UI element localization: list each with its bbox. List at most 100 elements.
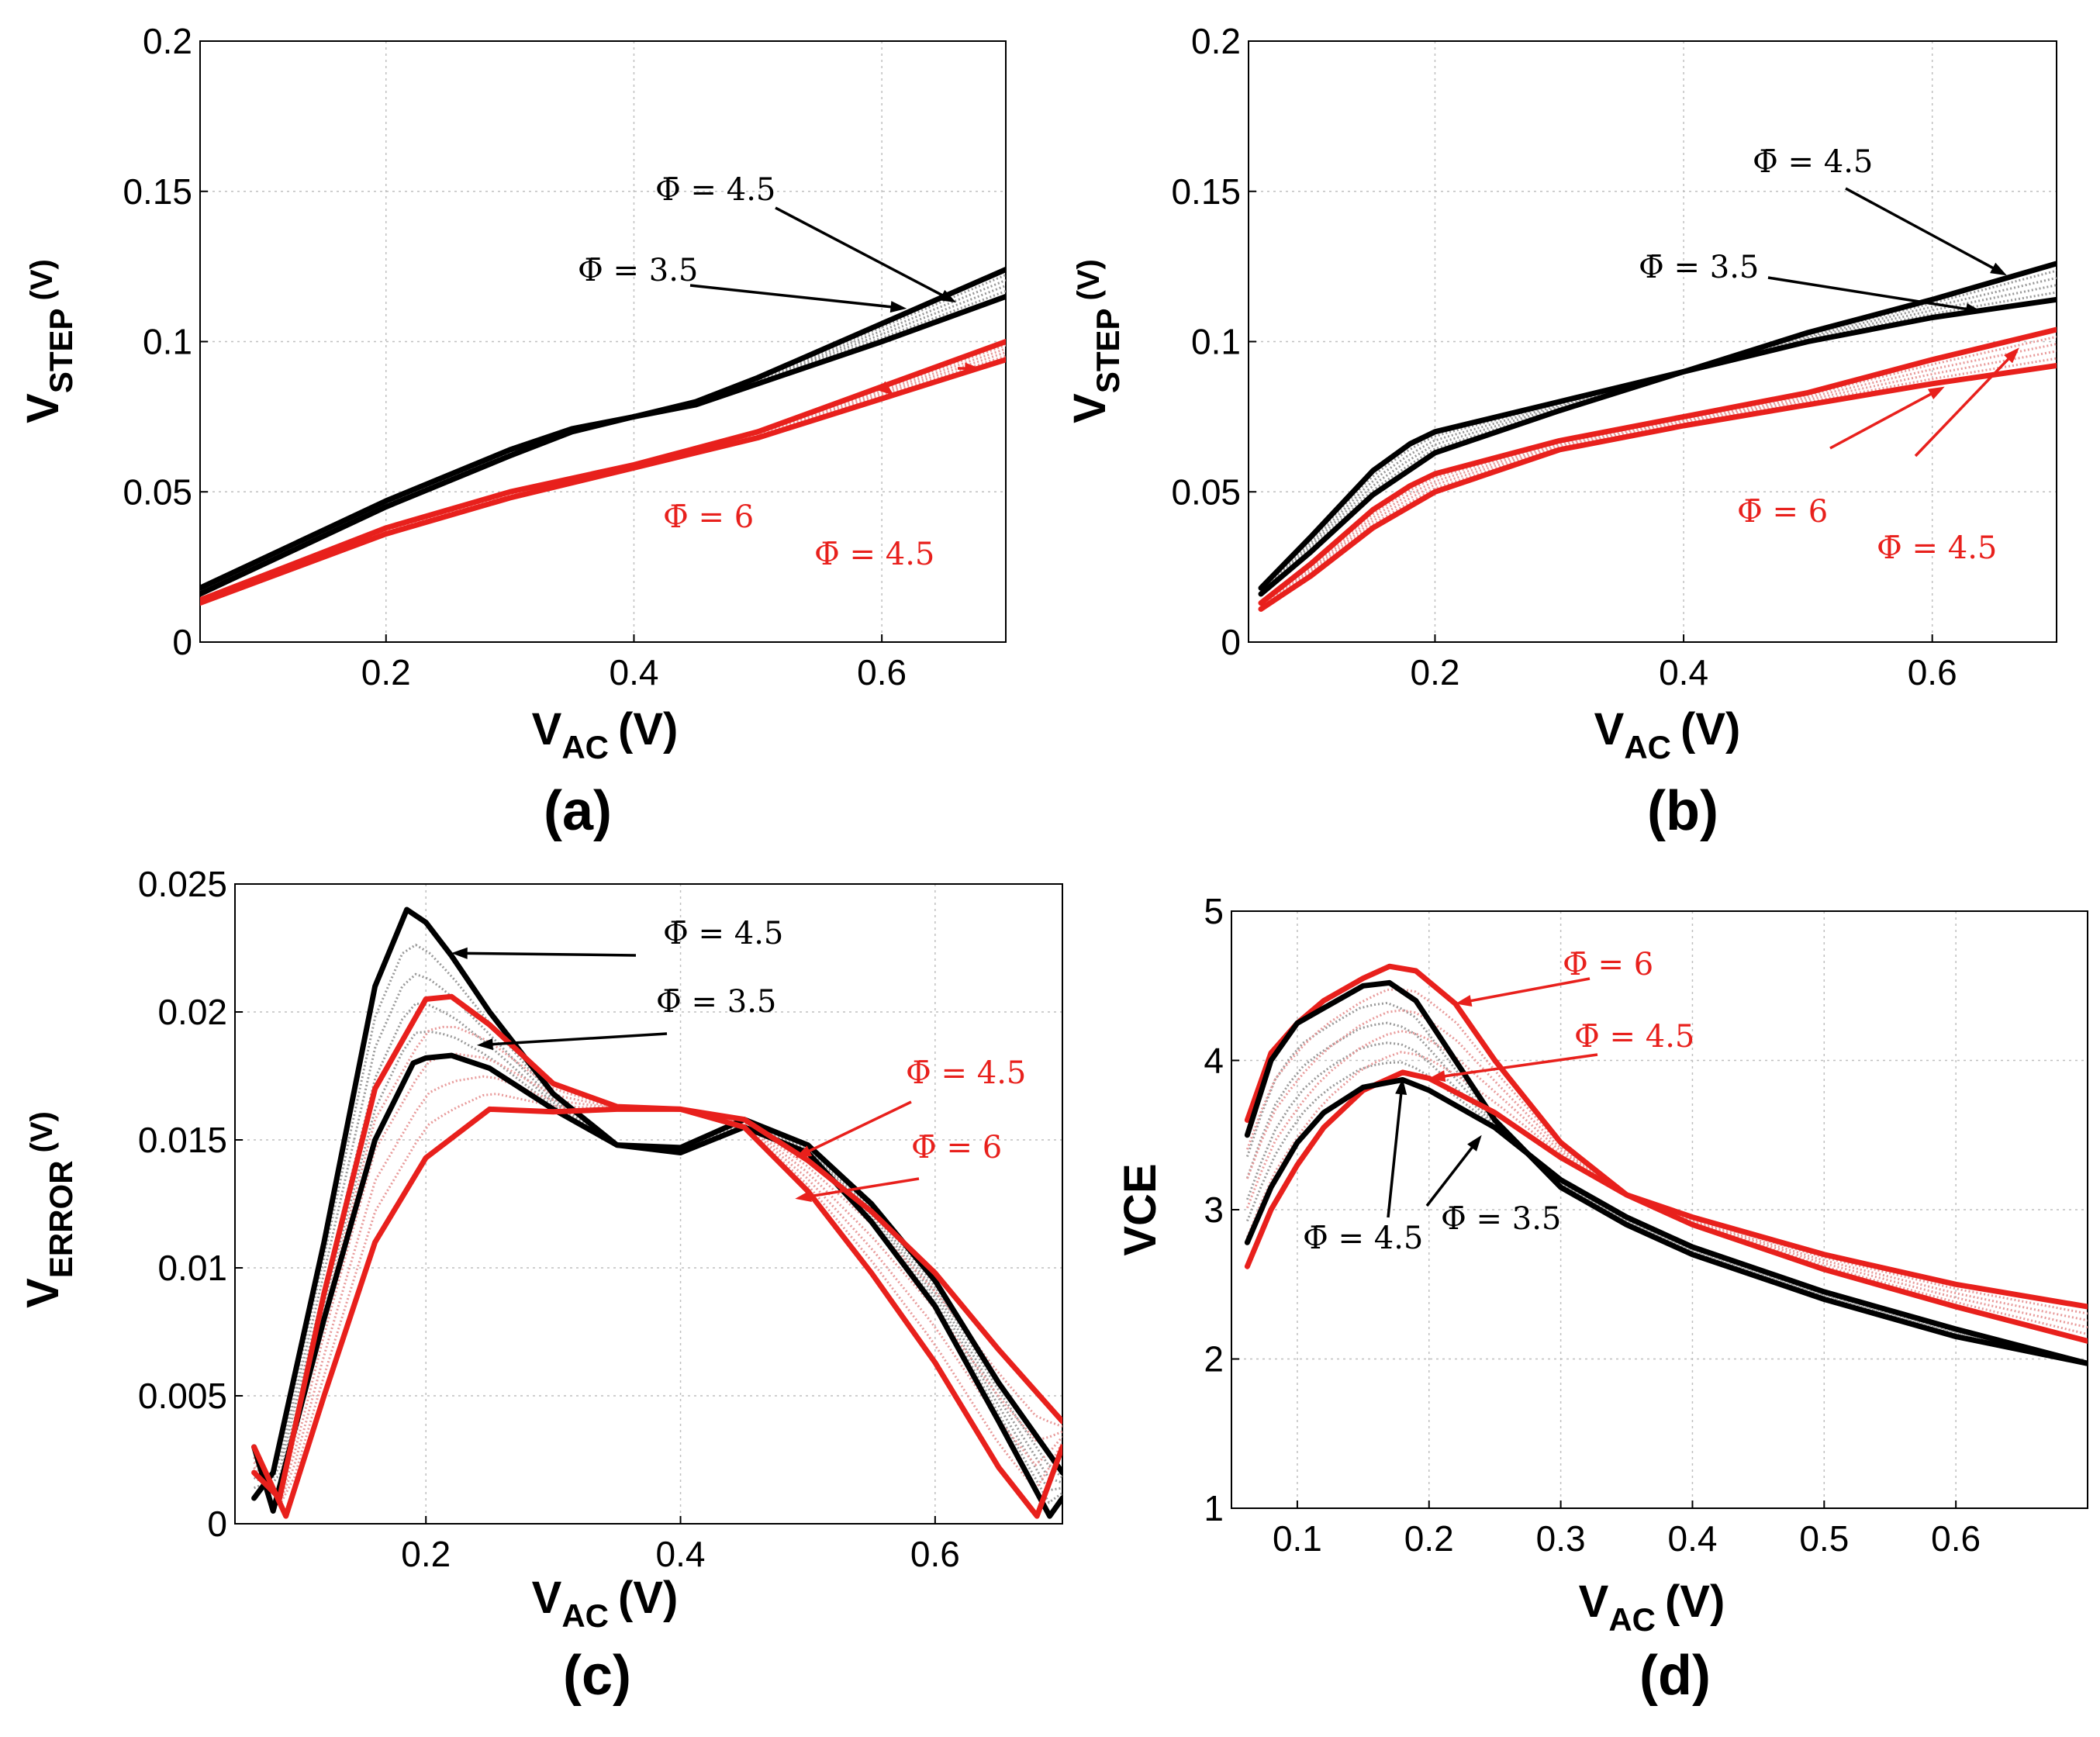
x-tick-label: 0.6	[857, 652, 907, 692]
y-axis-label-sub: STEP	[43, 308, 79, 393]
y-tick-label: 5	[1204, 891, 1224, 931]
annotation-arrow	[775, 206, 952, 301]
x-axis-label-main: V	[532, 704, 562, 755]
y-axis-label: VSTEP (V)	[1065, 259, 1126, 423]
y-axis-label: VCE	[1115, 1163, 1166, 1255]
x-axis-label-main: V	[1579, 1576, 1609, 1627]
y-tick-label: 0.005	[138, 1376, 227, 1416]
annotation-arrowhead	[965, 362, 982, 375]
annotation-arrowhead	[451, 947, 468, 959]
annotation-arrowhead	[1990, 262, 2007, 276]
y-tick-label: 0.15	[1171, 171, 1241, 212]
series-1-line	[1258, 296, 2057, 597]
annotation-arrowhead	[1428, 1070, 1446, 1083]
annotation-arrowhead	[1455, 995, 1473, 1007]
family-line	[1260, 343, 2057, 606]
panel-label: (b)	[1647, 780, 1718, 842]
y-tick-label: 0.15	[123, 171, 192, 212]
x-axis-label-sub: AC	[561, 729, 609, 765]
series-3-line	[1258, 363, 2057, 612]
annotation-arrow	[800, 1177, 920, 1200]
y-axis-label-main: V	[18, 1278, 68, 1308]
x-tick-label: 0.2	[1410, 652, 1459, 692]
curves	[1258, 261, 2057, 612]
x-axis-label-main: V	[1594, 704, 1625, 755]
series-1-line	[1244, 979, 2088, 1366]
series-1-line	[251, 1052, 1062, 1519]
panel-a: 0.2 0.4 0.6 0 0.05 0.1 0.15 0.2 Φ̄ = 4.5 Φ̄ = 3.5…	[18, 21, 1007, 842]
y-tick-label: 0	[1221, 622, 1241, 662]
series-2-line	[251, 993, 1062, 1501]
annotation-label: Φ̄ = 4.5	[814, 537, 934, 572]
curves	[1244, 963, 2088, 1366]
annotation-label: Φ̄ = 4.5	[655, 172, 775, 208]
plot-frame	[234, 883, 1063, 1525]
annotation-label: Φ̄ = 3.5	[578, 253, 698, 288]
annotation-label: Φ̄ = 4.5	[1877, 530, 1997, 566]
x-tick-label: 0.4	[656, 1534, 706, 1574]
y-tick-label: 0.02	[157, 992, 227, 1032]
y-tick-label: 0.025	[138, 864, 227, 904]
family-line	[254, 943, 1062, 1490]
y-tick-label: 0	[172, 622, 192, 662]
annotation-arrow	[1461, 977, 1591, 1004]
annotation-label: Φ̄ = 3.5	[1639, 250, 1759, 285]
annotation-arrow	[1829, 388, 1940, 450]
x-axis-label-unit: (V)	[1665, 1576, 1725, 1627]
annotation-arrowhead	[476, 1038, 493, 1051]
family-line	[253, 1030, 1062, 1504]
family-line	[1260, 350, 2057, 608]
y-axis-label-main: V	[1065, 393, 1115, 423]
x-axis-label: VAC (V)	[532, 704, 679, 765]
x-axis-label: VAC (V)	[532, 1573, 679, 1634]
family-line	[1260, 357, 2057, 610]
annotation-arrowhead	[889, 301, 907, 313]
series-3-line	[251, 1106, 1062, 1519]
y-tick-label: 0.05	[1171, 471, 1241, 512]
x-tick-label: 0.6	[1908, 652, 1957, 692]
series-3-line	[200, 357, 1006, 606]
x-tick-label: 0.2	[361, 652, 411, 692]
x-axis-label: VAC (V)	[1579, 1576, 1725, 1638]
panel-c: 0.2 0.4 0.6 0 0.005 0.01 0.015 0.02 0.025 Φ̄ = 4.…	[18, 864, 1063, 1707]
family-line	[1246, 1030, 2088, 1329]
y-tick-label: 1	[1204, 1488, 1224, 1528]
annotation-arrowhead	[939, 289, 957, 303]
annotation-arrow	[1914, 351, 2016, 458]
annotation-arrow	[1767, 276, 1977, 313]
y-axis-label: VERROR (V)	[18, 1111, 79, 1308]
y-tick-label: 0.2	[143, 21, 192, 61]
x-axis-label-unit: (V)	[618, 704, 678, 755]
x-axis-label: VAC (V)	[1594, 704, 1741, 765]
y-tick-label: 0.05	[123, 471, 192, 512]
y-tick-label: 4	[1204, 1041, 1224, 1081]
annotation-label: Φ̄ = 6	[911, 1130, 1002, 1165]
annotation-arrow	[1845, 187, 2002, 274]
annotation-arrow	[800, 1100, 912, 1157]
y-tick-label: 0.015	[138, 1120, 227, 1160]
annotation-label: Φ̄ = 4.5	[906, 1055, 1026, 1091]
panel-label: (a)	[544, 780, 612, 842]
annotation-label: Φ̄ = 6	[1737, 494, 1828, 530]
y-tick-label: 0.1	[1191, 322, 1241, 362]
annotation-arrow	[482, 1032, 668, 1047]
x-tick-label: 0.1	[1273, 1518, 1322, 1559]
panel-b: 0.2 0.4 0.6 0 0.05 0.1 0.15 0.2 Φ̄ = 4.5 Φ̄ = 3.5…	[1065, 21, 2057, 842]
y-axis-label-main: V	[18, 393, 68, 423]
family-line	[253, 1093, 1062, 1505]
x-tick-label: 0.4	[609, 652, 658, 692]
curves	[200, 267, 1006, 606]
annotation-arrow	[1435, 1053, 1598, 1079]
family-line	[1245, 1041, 2088, 1365]
x-axis-label-sub: AC	[1608, 1601, 1656, 1638]
y-axis-label-unit: (V)	[25, 1111, 59, 1152]
y-tick-label: 2	[1204, 1339, 1224, 1380]
annotation-label: Φ̄ = 4.5	[1574, 1019, 1694, 1055]
family-line	[1246, 1051, 2088, 1335]
y-axis-label-sub: ERROR	[43, 1160, 79, 1278]
y-tick-label: 0.01	[157, 1248, 227, 1288]
annotation-arrowhead	[1395, 1078, 1407, 1095]
family-line	[1246, 1061, 2088, 1365]
annotation-label: Φ̄ = 4.5	[1753, 144, 1873, 180]
x-axis-label-main: V	[532, 1573, 562, 1623]
